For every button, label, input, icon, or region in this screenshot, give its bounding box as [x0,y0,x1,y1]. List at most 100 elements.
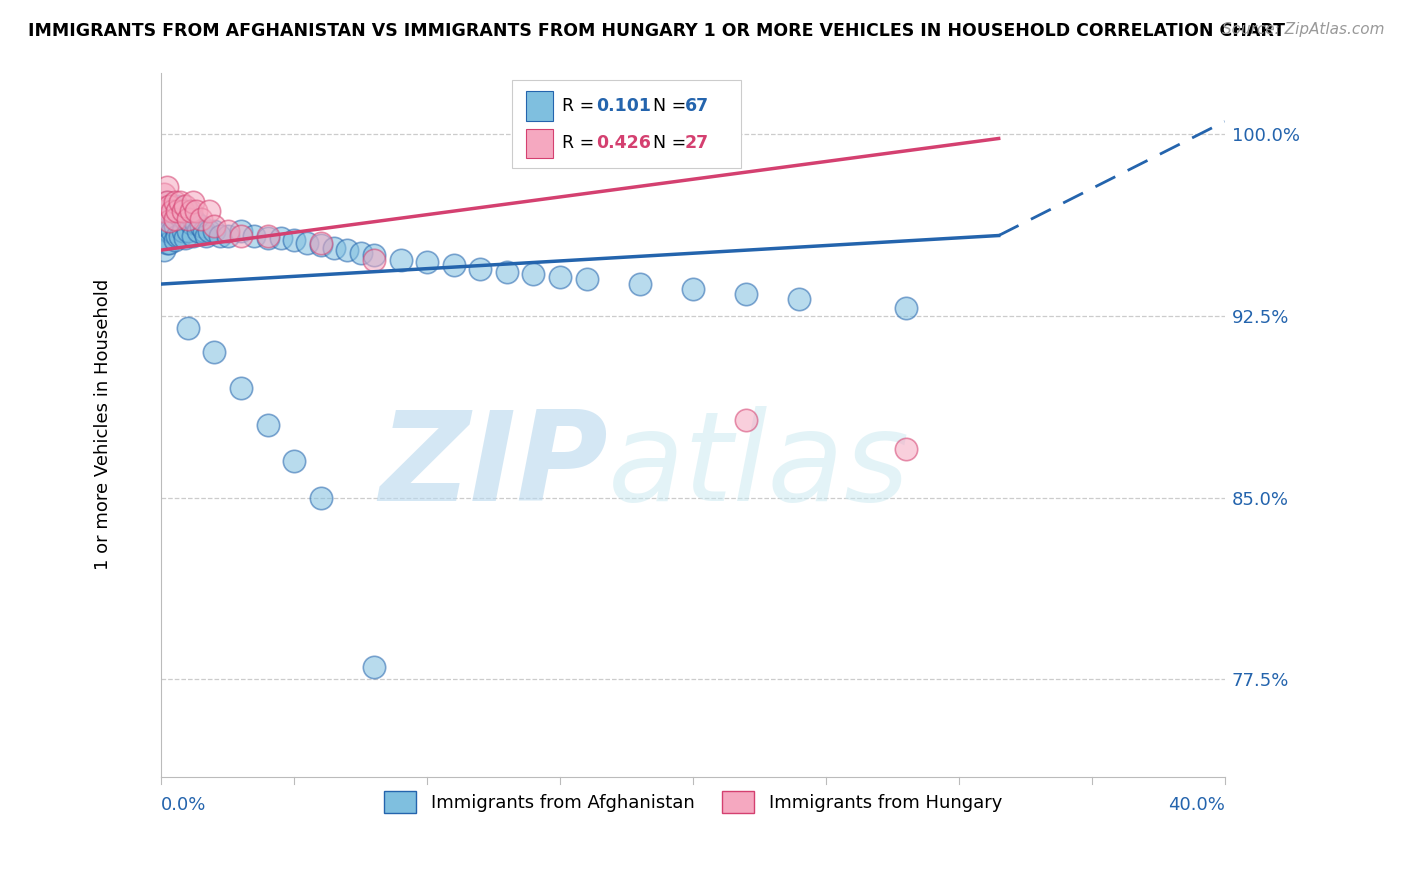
Point [163,233,186,247]
Point [174,211,197,226]
Point [155,224,177,238]
Point [256,231,278,245]
Point [204,224,226,238]
Point [153,243,176,257]
Point [350,245,373,260]
Text: 0.101: 0.101 [596,97,651,115]
Point [309,235,332,250]
Point [166,204,188,219]
Point [153,204,176,219]
Legend: Immigrants from Afghanistan, Immigrants from Hungary: Immigrants from Afghanistan, Immigrants … [377,784,1010,821]
Point [177,320,200,334]
Point [208,228,231,243]
Text: 0.0%: 0.0% [162,796,207,814]
Point [153,228,176,243]
Point [217,224,239,238]
Point [169,209,191,223]
Point [363,252,385,267]
Point [174,199,197,213]
Point [682,282,704,296]
Point [309,238,332,252]
Text: IMMIGRANTS FROM AFGHANISTAN VS IMMIGRANTS FROM HUNGARY 1 OR MORE VEHICLES IN HOU: IMMIGRANTS FROM AFGHANISTAN VS IMMIGRANT… [28,22,1285,40]
Point [187,224,209,238]
Point [172,204,194,219]
Point [575,272,598,286]
Point [190,219,212,233]
Point [155,235,177,250]
Point [184,216,207,230]
Point [195,228,218,243]
Point [160,204,183,219]
Point [470,262,492,277]
Point [496,265,519,279]
Text: 67: 67 [685,97,709,115]
Point [256,417,278,432]
Point [157,224,180,238]
Point [894,442,917,456]
Point [157,214,180,228]
Point [198,224,221,238]
Point [163,219,186,233]
Point [155,194,177,209]
Text: ZIP: ZIP [380,407,607,527]
Text: 27: 27 [685,135,709,153]
Point [336,243,359,257]
Bar [526,91,553,120]
Point [163,204,186,219]
Point [157,199,180,213]
Point [169,194,191,209]
Point [735,286,758,301]
Point [297,235,319,250]
Bar [526,128,553,158]
Point [628,277,651,291]
Point [363,248,385,262]
Text: atlas: atlas [607,407,910,527]
Point [204,219,226,233]
Point [309,491,332,505]
Point [160,199,183,213]
Text: 40.0%: 40.0% [1168,796,1225,814]
Point [155,180,177,194]
Point [174,231,197,245]
Point [389,252,412,267]
Point [181,211,204,226]
Point [548,269,571,284]
Point [155,194,177,209]
Point [270,231,292,245]
Point [283,233,305,247]
Point [184,204,207,219]
Point [166,228,188,243]
Point [229,228,252,243]
Point [179,216,201,230]
Point [181,228,204,243]
Point [283,454,305,468]
Point [160,224,183,238]
Point [181,194,204,209]
Point [894,301,917,316]
Text: R =: R = [562,97,600,115]
Point [157,235,180,250]
Point [153,187,176,202]
Text: 1 or more Vehicles in Household: 1 or more Vehicles in Household [94,279,111,570]
FancyBboxPatch shape [512,80,741,168]
Point [217,228,239,243]
Point [198,204,221,219]
Text: 0.426: 0.426 [596,135,651,153]
Point [153,211,176,226]
Point [179,204,201,219]
Point [323,241,346,255]
Point [256,228,278,243]
Point [163,194,186,209]
Point [169,228,191,243]
Point [172,224,194,238]
Point [190,211,212,226]
Point [363,660,385,674]
Point [229,224,252,238]
Point [157,204,180,219]
Text: R =: R = [562,135,600,153]
Point [443,258,465,272]
Point [172,204,194,219]
Point [177,224,200,238]
Text: N =: N = [652,97,692,115]
Point [177,204,200,219]
